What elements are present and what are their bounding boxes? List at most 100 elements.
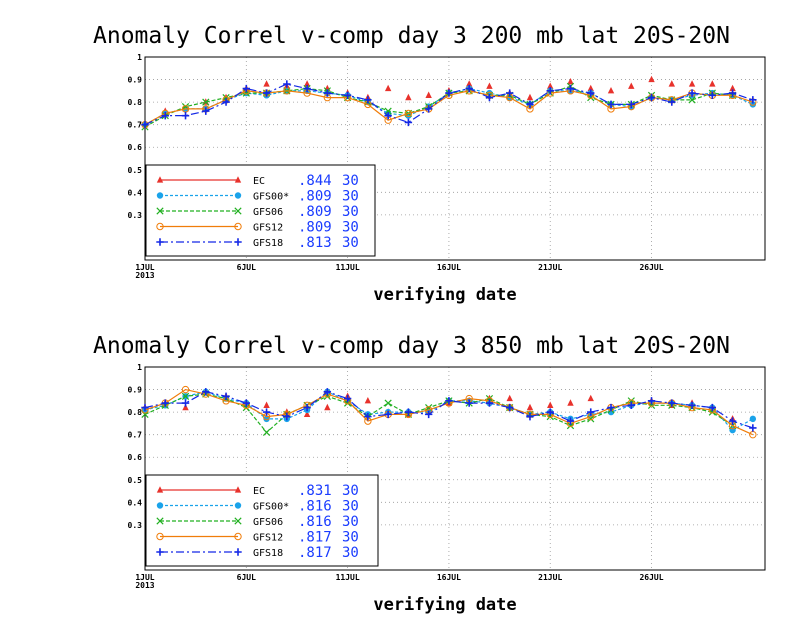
legend-marker — [156, 238, 164, 246]
chart-title: Anomaly Correl v-comp day 3 850 mb lat 2… — [93, 333, 730, 359]
legend-series-name: GFS00* — [253, 502, 289, 513]
y-tick-label: 1 — [137, 363, 142, 372]
legend-marker — [156, 222, 164, 231]
chart-title: Anomaly Correl v-comp day 3 200 mb lat 2… — [93, 23, 730, 49]
x-tick-label: 11JUL — [336, 573, 360, 582]
data-point — [647, 93, 656, 102]
legend-series-name: GFS06 — [253, 207, 283, 218]
data-point — [628, 82, 635, 89]
data-point — [303, 403, 311, 412]
data-point — [566, 422, 575, 430]
data-point — [547, 401, 554, 408]
data-point — [668, 98, 676, 106]
legend: EC .844 30 GFS00* .809 30 GFS06 .809 30 GFS12 .809… — [145, 164, 376, 257]
legend-count-value: 30 — [342, 499, 359, 515]
data-point — [587, 394, 594, 402]
legend-marker — [234, 502, 242, 509]
data-point — [384, 111, 392, 120]
data-point — [506, 89, 514, 97]
data-point — [141, 120, 149, 129]
x-axis-label: verifying date — [373, 595, 516, 615]
data-point — [526, 100, 534, 109]
data-point — [263, 415, 270, 423]
data-point — [668, 399, 676, 407]
data-point — [222, 93, 230, 102]
legend-count-value: 30 — [342, 220, 359, 236]
data-point — [283, 80, 291, 88]
legend-score-value: .816 — [298, 499, 332, 515]
x-axis-label: verifying date — [373, 285, 516, 305]
y-tick-label: 0.4 — [128, 188, 143, 197]
data-point — [506, 394, 513, 402]
y-tick-label: 1 — [137, 53, 142, 62]
data-point — [607, 87, 615, 94]
data-point — [182, 403, 189, 411]
data-point — [647, 397, 656, 405]
legend-series-name: GFS18 — [253, 238, 283, 249]
y-tick-label: 0.7 — [128, 431, 143, 440]
plot-frame — [144, 56, 766, 261]
x-tick-label: 6JUL — [237, 573, 256, 582]
data-point — [161, 399, 169, 407]
data-point — [567, 399, 574, 406]
x-tick-label: 26JUL — [639, 263, 663, 272]
series-gfs06 — [141, 82, 737, 131]
legend-score-value: .817 — [298, 545, 332, 561]
plot-frame — [144, 366, 766, 571]
y-tick-label: 0.9 — [128, 386, 143, 395]
data-point — [222, 392, 230, 401]
data-point — [364, 397, 372, 404]
data-point — [607, 100, 615, 109]
data-point — [364, 96, 372, 104]
data-point — [202, 388, 210, 396]
data-point — [384, 410, 392, 419]
data-point — [384, 84, 392, 92]
legend-count-value: 30 — [342, 530, 359, 546]
x-tick-label: 1JUL — [135, 263, 154, 272]
data-point — [749, 415, 757, 423]
data-point — [343, 399, 352, 407]
data-point — [343, 91, 352, 100]
data-point — [161, 111, 169, 120]
y-tick-label: 0.5 — [128, 476, 143, 485]
data-point — [566, 417, 575, 425]
data-point — [404, 118, 413, 127]
y-tick-label: 0.8 — [128, 98, 143, 107]
legend-series-name: GFS00* — [253, 192, 289, 203]
data-point — [708, 403, 717, 412]
legend-marker — [234, 192, 242, 199]
legend-series-name: GFS18 — [253, 548, 283, 559]
data-point — [263, 80, 270, 87]
data-point — [465, 84, 473, 93]
data-point — [262, 408, 271, 416]
legend-score-value: .809 — [298, 204, 332, 220]
data-point — [404, 109, 413, 118]
data-point — [526, 403, 534, 411]
data-point — [729, 84, 736, 92]
data-point — [242, 399, 251, 407]
data-point — [688, 401, 696, 410]
x-tick-label: 1JUL — [135, 573, 154, 582]
legend-count-value: 30 — [342, 483, 359, 499]
legend-count-value: 30 — [342, 545, 359, 561]
data-point — [486, 82, 493, 89]
legend-marker — [234, 532, 242, 541]
legend-count-value: 30 — [342, 173, 359, 189]
legend-marker — [156, 517, 164, 525]
data-point — [587, 408, 595, 416]
legend-score-value: .809 — [298, 189, 332, 205]
chart-panel-2: Anomaly Correl v-comp day 3 850 mb lat 2… — [93, 333, 766, 615]
data-point — [749, 96, 757, 104]
legend-score-value: .813 — [298, 235, 332, 251]
legend-series-name: GFS06 — [253, 517, 283, 528]
data-point — [749, 430, 757, 439]
data-point — [749, 424, 757, 432]
data-point — [749, 101, 757, 108]
data-point — [709, 80, 716, 87]
series-line — [144, 85, 733, 128]
legend-marker — [234, 207, 242, 215]
legend-score-value: .831 — [298, 483, 332, 499]
data-point — [424, 410, 433, 419]
data-point — [688, 89, 696, 97]
